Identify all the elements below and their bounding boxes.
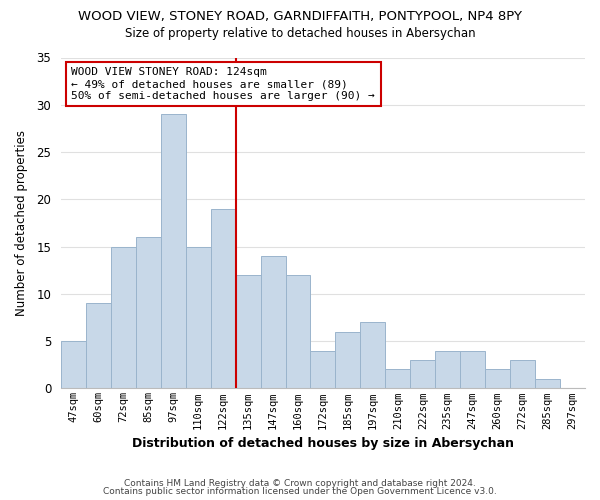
Bar — [535, 379, 560, 388]
Bar — [86, 304, 111, 388]
Bar — [161, 114, 186, 388]
Text: Contains HM Land Registry data © Crown copyright and database right 2024.: Contains HM Land Registry data © Crown c… — [124, 478, 476, 488]
Y-axis label: Number of detached properties: Number of detached properties — [15, 130, 28, 316]
Text: WOOD VIEW, STONEY ROAD, GARNDIFFAITH, PONTYPOOL, NP4 8PY: WOOD VIEW, STONEY ROAD, GARNDIFFAITH, PO… — [78, 10, 522, 23]
Bar — [385, 370, 410, 388]
Bar — [61, 341, 86, 388]
Bar — [361, 322, 385, 388]
Text: Contains public sector information licensed under the Open Government Licence v3: Contains public sector information licen… — [103, 487, 497, 496]
Bar — [286, 275, 310, 388]
Bar — [136, 237, 161, 388]
Bar — [186, 246, 211, 388]
Bar — [460, 350, 485, 389]
X-axis label: Distribution of detached houses by size in Abersychan: Distribution of detached houses by size … — [132, 437, 514, 450]
Bar — [410, 360, 435, 388]
Bar — [510, 360, 535, 388]
Bar — [310, 350, 335, 389]
Bar — [111, 246, 136, 388]
Bar — [211, 209, 236, 388]
Text: Size of property relative to detached houses in Abersychan: Size of property relative to detached ho… — [125, 28, 475, 40]
Bar — [335, 332, 361, 388]
Text: WOOD VIEW STONEY ROAD: 124sqm
← 49% of detached houses are smaller (89)
50% of s: WOOD VIEW STONEY ROAD: 124sqm ← 49% of d… — [71, 68, 375, 100]
Bar — [260, 256, 286, 388]
Bar — [485, 370, 510, 388]
Bar — [435, 350, 460, 389]
Bar — [236, 275, 260, 388]
